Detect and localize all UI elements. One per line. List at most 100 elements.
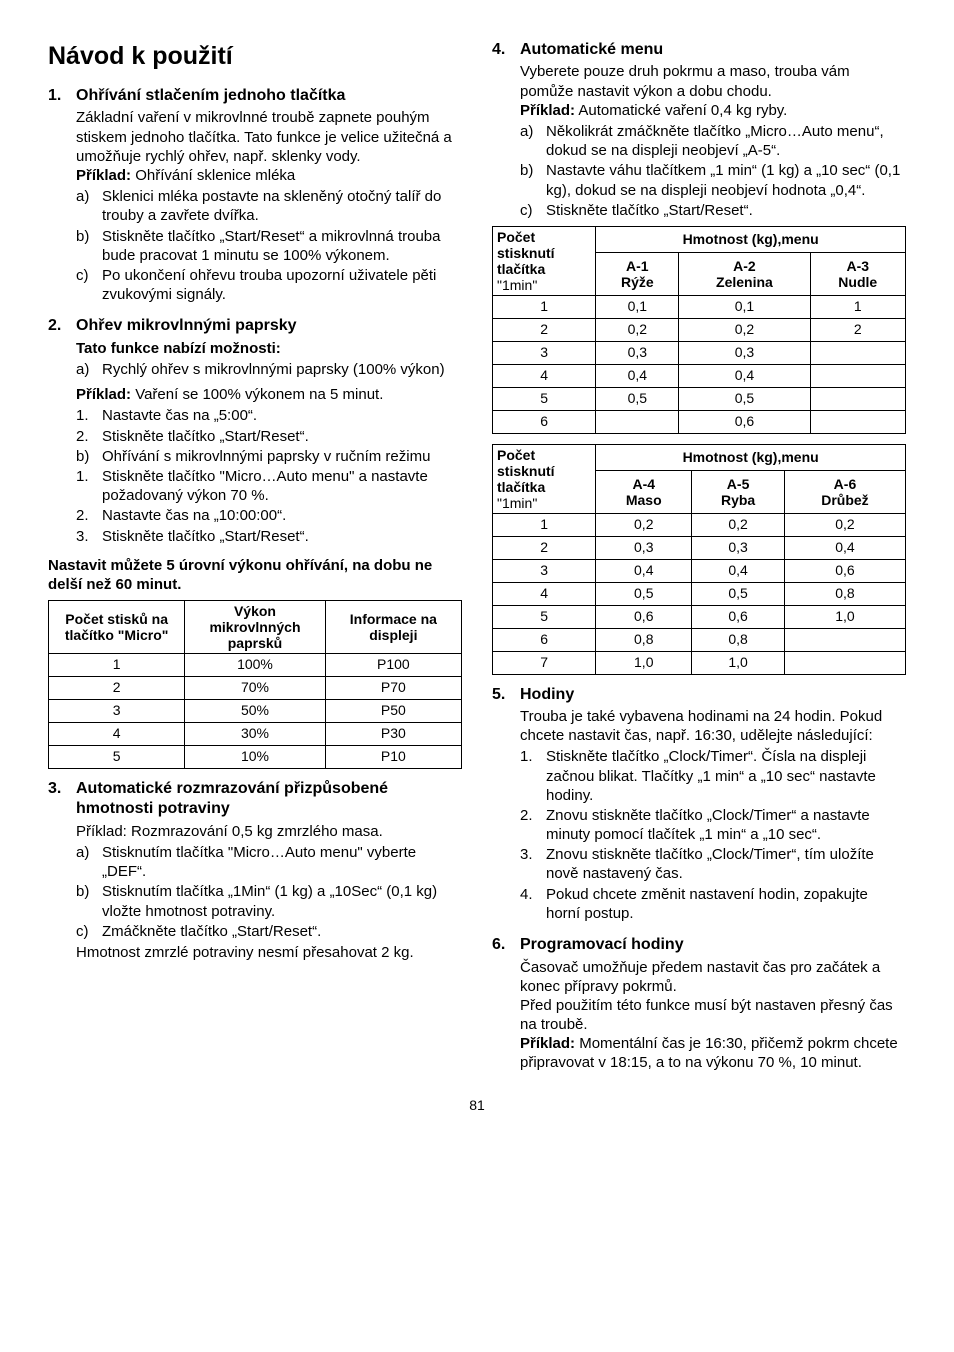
s3-b: Stisknutím tlačítka „1Min“ (1 kg) a „10S…	[102, 882, 462, 920]
section-1-example-text: Ohřívání sklenice mléka	[131, 167, 295, 184]
section-1-example-label: Příklad:	[76, 167, 131, 184]
s5-l2-marker: 2.	[520, 806, 546, 844]
section-5-intro: Trouba je také vybavena hodinami na 24 h…	[520, 707, 906, 745]
s2-l2-marker: 2.	[76, 427, 102, 446]
s3-note: Hmotnost zmrzlé potraviny nesmí přesahov…	[76, 943, 462, 962]
s2-example: Příklad: Vaření se 100% výkonem na 5 min…	[76, 385, 462, 404]
section-3: 3. Automatické rozmrazování přizpůsobené…	[48, 779, 462, 962]
table-row: 430%P30	[49, 723, 462, 746]
m2-c1: A-4Maso	[596, 471, 692, 514]
s2-b-marker: b)	[76, 447, 102, 466]
power-table: Počet stisků na tlačítko "Micro" Výkon m…	[48, 600, 462, 769]
table-row: 60,6	[493, 410, 906, 433]
s2-m2-marker: 2.	[76, 506, 102, 525]
table-row: 60,80,8	[493, 628, 906, 651]
table-row: 10,10,11	[493, 296, 906, 319]
table-row: 30,30,3	[493, 342, 906, 365]
section-4-title: Automatické menu	[520, 40, 906, 60]
menu-table-1: Počet stisknutí tlačítka "1min" Hmotnost…	[492, 226, 906, 434]
table-row: 270%P70	[49, 677, 462, 700]
s6-p2: Před použitím této funkce musí být nasta…	[520, 996, 906, 1034]
s2-example-text: Vaření se 100% výkonem na 5 minut.	[131, 386, 383, 403]
table-row: 20,20,22	[493, 319, 906, 342]
s5-l3-marker: 3.	[520, 845, 546, 883]
s6-example: Příklad: Momentální čas je 16:30, přičem…	[520, 1034, 906, 1072]
table-row: 50,60,61,0	[493, 605, 906, 628]
pt-h1: Počet stisků na tlačítko "Micro"	[49, 601, 185, 654]
section-1-intro: Základní vaření v mikrovlnné troubě zapn…	[76, 108, 462, 166]
m1-c2: A-2Zelenina	[679, 253, 810, 296]
s2-l1: Nastavte čas na „5:00“.	[102, 406, 462, 425]
table-row: 40,40,4	[493, 365, 906, 388]
s1-b-marker: b)	[76, 227, 102, 265]
pt-h2: Výkon mikrovlnných paprsků	[185, 601, 325, 654]
s1-b: Stiskněte tlačítko „Start/Reset“ a mikro…	[102, 227, 462, 265]
s5-l2: Znovu stiskněte tlačítko „Clock/Timer“ a…	[546, 806, 906, 844]
s1-c: Po ukončení ohřevu trouba upozorní uživa…	[102, 266, 462, 304]
s4-a: Několikrát zmáčkněte tlačítko „Micro…Aut…	[546, 122, 906, 160]
table-row: 350%P50	[49, 700, 462, 723]
s3-c: Zmáčkněte tlačítko „Start/Reset“.	[102, 922, 462, 941]
s5-l3: Znovu stiskněte tlačítko „Clock/Timer“, …	[546, 845, 906, 883]
s1-c-marker: c)	[76, 266, 102, 304]
s4-c: Stiskněte tlačítko „Start/Reset“.	[546, 201, 906, 220]
s3-a-marker: a)	[76, 843, 102, 881]
section-6-title: Programovací hodiny	[520, 935, 906, 955]
pt-h3: Informace na displeji	[325, 601, 461, 654]
section-6-num: 6.	[492, 935, 520, 1073]
m2-c3: A-6Drůbež	[784, 471, 905, 514]
s5-l4: Pokud chcete změnit nastavení hodin, zop…	[546, 885, 906, 923]
m2-hspan: Hmotnost (kg),menu	[596, 444, 906, 470]
s5-l4-marker: 4.	[520, 885, 546, 923]
section-4-num: 4.	[492, 40, 520, 222]
s5-l1: Stiskněte tlačítko „Clock/Timer“. Čísla …	[546, 747, 906, 805]
s6-example-text: Momentální čas je 16:30, přičemž pokrm c…	[520, 1035, 898, 1071]
s1-a: Sklenici mléka postavte na skleněný otoč…	[102, 187, 462, 225]
section-1-num: 1.	[48, 86, 76, 306]
s3-a: Stisknutím tlačítka "Micro…Auto menu" vy…	[102, 843, 462, 881]
m1-hcount: Počet stisknutí tlačítka "1min"	[493, 226, 596, 295]
s4-b: Nastavte váhu tlačítkem „1 min“ (1 kg) a…	[546, 161, 906, 199]
section-2-num: 2.	[48, 316, 76, 381]
section-6: 6. Programovací hodiny Časovač umožňuje …	[492, 935, 906, 1073]
s4-b-marker: b)	[520, 161, 546, 199]
s2-b: Ohřívání s mikrovlnnými paprsky v ručním…	[102, 447, 462, 466]
s2-l2: Stiskněte tlačítko „Start/Reset“.	[102, 427, 462, 446]
table-row: 20,30,30,4	[493, 537, 906, 560]
section-5-title: Hodiny	[520, 685, 906, 705]
section-2-sub: Tato funkce nabízí možnosti:	[76, 339, 462, 358]
m1-hspan: Hmotnost (kg),menu	[596, 226, 906, 252]
s2-a: Rychlý ohřev s mikrovlnnými paprsky (100…	[102, 360, 462, 379]
table-row: 10,20,20,2	[493, 514, 906, 537]
s2-m1: Stiskněte tlačítko "Micro…Auto menu" a n…	[102, 467, 462, 505]
s2-example-label: Příklad:	[76, 386, 131, 403]
s1-a-marker: a)	[76, 187, 102, 225]
section-3-intro: Příklad: Rozmrazování 0,5 kg zmrzlého ma…	[76, 822, 462, 841]
s5-l1-marker: 1.	[520, 747, 546, 805]
s2-m1-marker: 1.	[76, 467, 102, 505]
s6-example-label: Příklad:	[520, 1035, 575, 1052]
table-row: 71,01,0	[493, 651, 906, 674]
s3-c-marker: c)	[76, 922, 102, 941]
section-5-num: 5.	[492, 685, 520, 926]
table-row: 1100%P100	[49, 654, 462, 677]
table-row: 30,40,40,6	[493, 559, 906, 582]
section-3-title: Automatické rozmrazování přizpůsobené hm…	[76, 779, 462, 820]
power-table-caption: Nastavit můžete 5 úrovní výkonu ohřívání…	[48, 556, 462, 594]
s6-p1: Časovač umožňuje předem nastavit čas pro…	[520, 958, 906, 996]
s2-l1-marker: 1.	[76, 406, 102, 425]
page-title: Návod k použití	[48, 40, 462, 72]
section-5: 5. Hodiny Trouba je také vybavena hodina…	[492, 685, 906, 926]
section-3-num: 3.	[48, 779, 76, 962]
section-1-title: Ohřívání stlačením jednoho tlačítka	[76, 86, 462, 106]
s3-b-marker: b)	[76, 882, 102, 920]
m1-c1: A-1Rýže	[596, 253, 679, 296]
page-number: 81	[48, 1097, 906, 1115]
section-4-intro: Vyberete pouze druh pokrmu a maso, troub…	[520, 62, 906, 100]
table-row: 40,50,50,8	[493, 582, 906, 605]
s2-m3: Stiskněte tlačítko „Start/Reset“.	[102, 527, 462, 546]
menu-table-2: Počet stisknutí tlačítka "1min" Hmotnost…	[492, 444, 906, 675]
section-1-example: Příklad: Ohřívání sklenice mléka	[76, 166, 462, 185]
s4-example-label: Příklad:	[520, 102, 575, 119]
s4-c-marker: c)	[520, 201, 546, 220]
